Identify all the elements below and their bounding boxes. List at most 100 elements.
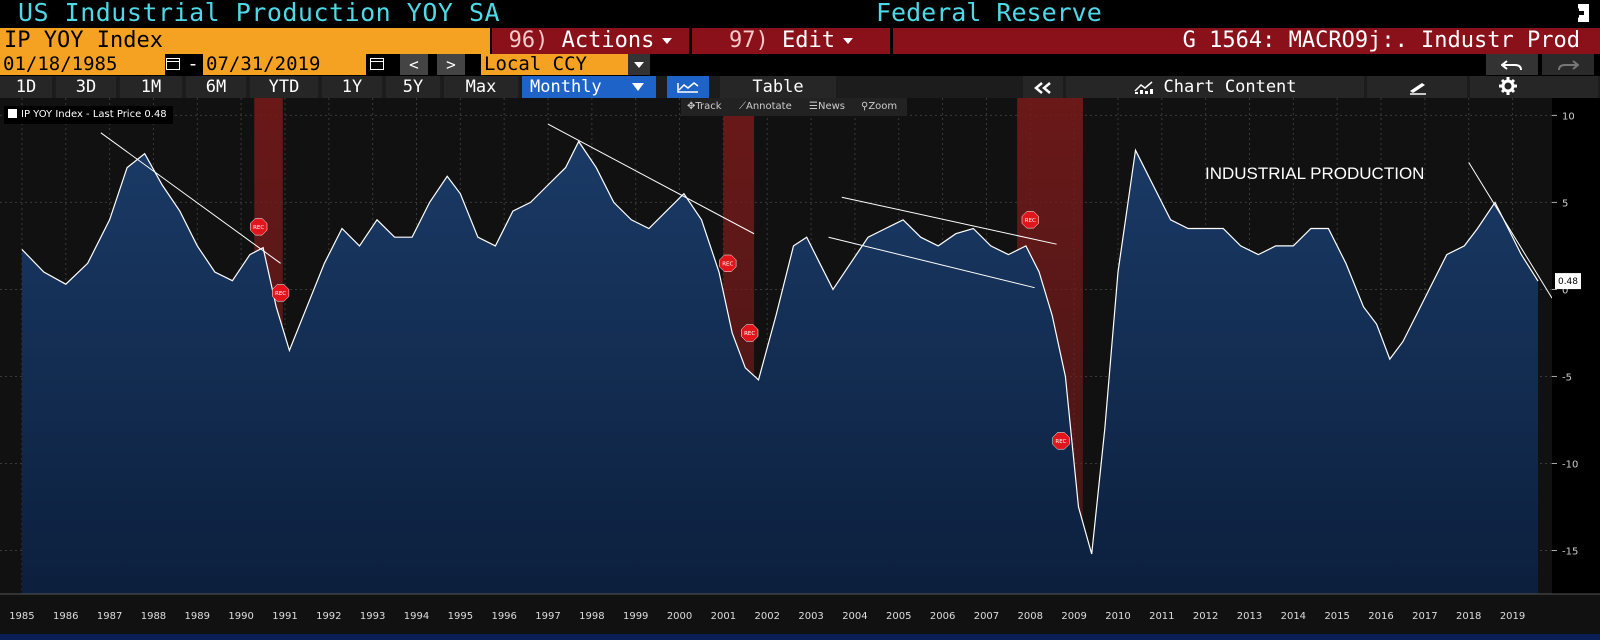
range-1m[interactable]: 1M xyxy=(120,76,182,98)
last-price-badge xyxy=(1555,273,1581,290)
chart-tools-bar: ✥ Track ⟋ Annotate ☰ News ⚲ Zoom xyxy=(681,98,907,116)
edit-number: 97) xyxy=(729,28,769,53)
annotate-label: Annotate xyxy=(746,101,792,112)
range-max[interactable]: Max xyxy=(444,76,518,98)
rec-marker[interactable]: REC xyxy=(741,324,759,342)
x-tick-label: 2019 xyxy=(1500,611,1525,622)
rec-marker-label: REC xyxy=(1025,218,1036,224)
range-3d[interactable]: 3D xyxy=(56,76,116,98)
x-tick-label: 2016 xyxy=(1368,611,1393,622)
trend-line[interactable] xyxy=(841,196,1057,245)
actions-menu-button[interactable]: 96) Actions xyxy=(492,28,689,54)
range-ytd[interactable]: YTD xyxy=(250,76,318,98)
x-tick-label: 2011 xyxy=(1149,611,1174,622)
end-date-field[interactable]: 07/31/2019 xyxy=(203,54,366,75)
track-tool[interactable]: ✥ Track xyxy=(687,98,722,116)
chevron-down-icon[interactable] xyxy=(628,54,650,75)
x-tick-label: 1987 xyxy=(97,611,122,622)
chevron-down-icon xyxy=(842,38,853,44)
rec-marker-label: REC xyxy=(744,331,755,337)
undo-button[interactable] xyxy=(1486,54,1538,75)
x-tick-label: 2014 xyxy=(1281,611,1306,622)
chart-content-button[interactable]: Chart Content xyxy=(1066,76,1364,98)
trend-line[interactable] xyxy=(828,236,1035,289)
prev-period-button[interactable]: < xyxy=(400,54,428,75)
x-tick-label: 1986 xyxy=(53,611,78,622)
legend-label: IP YOY Index - Last Price 0.48 xyxy=(21,109,167,120)
start-date-field[interactable]: 01/18/1985 xyxy=(0,54,165,75)
x-tick-label: 2010 xyxy=(1105,611,1130,622)
collapse-panel-button[interactable] xyxy=(1023,76,1063,98)
news-tool[interactable]: ☰ News xyxy=(809,98,845,116)
line-chart[interactable]: REC REC REC REC REC REC 10 5 0 -5 -10 -15 1985 1986… xyxy=(0,98,1600,634)
range-5y[interactable]: 5Y xyxy=(386,76,440,98)
x-tick-label: 2002 xyxy=(755,611,780,622)
x-tick-label: 2003 xyxy=(798,611,823,622)
chart-content-icon xyxy=(1134,81,1154,94)
date-range-bar: 01/18/1985 - 07/31/2019 < > Local CCY xyxy=(0,54,1600,75)
next-period-button[interactable]: > xyxy=(437,54,465,75)
chevron-down-icon xyxy=(632,83,644,91)
chevron-down-icon xyxy=(662,38,673,44)
x-tick-label: 1998 xyxy=(579,611,604,622)
chart-area[interactable]: REC REC REC REC REC REC 10 5 0 -5 -10 -15 1985 1986… xyxy=(0,98,1600,634)
currency-select[interactable]: Local CCY xyxy=(481,54,636,75)
range-1d[interactable]: 1D xyxy=(0,76,52,98)
calendar-icon[interactable] xyxy=(166,58,180,70)
x-tick-label: 2009 xyxy=(1061,611,1086,622)
last-price-label: 0.48 xyxy=(1558,277,1578,287)
table-view-button[interactable]: Table xyxy=(720,76,836,98)
trend-line[interactable] xyxy=(100,132,281,264)
rec-marker[interactable]: REC xyxy=(272,284,290,302)
edit-menu-button[interactable]: 97) Edit xyxy=(692,28,890,54)
range-6m[interactable]: 6M xyxy=(186,76,246,98)
trend-line[interactable] xyxy=(547,123,755,235)
x-tick-label: 2017 xyxy=(1412,611,1437,622)
range-1y[interactable]: 1Y xyxy=(322,76,382,98)
redo-button[interactable] xyxy=(1542,54,1594,75)
y-tick-label: 5 xyxy=(1562,198,1568,209)
x-tick-label: 1994 xyxy=(404,611,429,622)
ticker-input[interactable]: IP YOY Index xyxy=(0,28,490,54)
x-tick-label: 1999 xyxy=(623,611,648,622)
x-tick-label: 1985 xyxy=(9,611,34,622)
x-tick-label: 1992 xyxy=(316,611,341,622)
security-description: G 1564: MACRO9j:. Industr Prod xyxy=(893,28,1600,54)
rec-marker[interactable]: REC xyxy=(250,218,268,236)
exit-icon[interactable] xyxy=(1572,3,1590,23)
gear-icon xyxy=(1499,77,1517,95)
data-source: Federal Reserve xyxy=(876,0,1102,27)
x-tick-label: 2012 xyxy=(1193,611,1218,622)
line-chart-icon xyxy=(677,82,699,93)
edit-chart-button[interactable] xyxy=(1367,76,1467,98)
rec-marker[interactable]: REC xyxy=(1052,432,1070,450)
news-label: News xyxy=(817,101,845,112)
legend-swatch xyxy=(8,109,17,118)
x-tick-label: 1988 xyxy=(141,611,166,622)
rec-marker[interactable]: REC xyxy=(719,254,737,272)
x-tick-label: 2015 xyxy=(1324,611,1349,622)
chart-content-label: Chart Content xyxy=(1163,77,1297,97)
x-tick-label: 2006 xyxy=(930,611,955,622)
x-tick-label: 1990 xyxy=(228,611,253,622)
periodicity-select[interactable]: Monthly xyxy=(522,76,656,98)
calendar-icon[interactable] xyxy=(370,58,384,70)
track-label: Track xyxy=(695,101,722,112)
chart-legend: IP YOY Index - Last Price 0.48 xyxy=(4,106,173,124)
series-line xyxy=(21,140,1539,555)
rec-marker-label: REC xyxy=(1055,439,1066,445)
x-tick-label: 1991 xyxy=(272,611,297,622)
trend-line[interactable] xyxy=(1468,162,1553,299)
undo-icon xyxy=(1500,59,1522,70)
y-tick-label: -15 xyxy=(1562,546,1578,557)
annotate-tool[interactable]: ⟋ Annotate xyxy=(739,98,792,116)
x-tick-label: 2001 xyxy=(711,611,736,622)
line-chart-button[interactable] xyxy=(667,76,709,98)
rec-marker-label: REC xyxy=(275,291,286,297)
chart-settings-button[interactable] xyxy=(1470,76,1598,98)
rec-marker[interactable]: REC xyxy=(1021,211,1039,229)
zoom-label: Zoom xyxy=(868,101,898,112)
actions-number: 96) xyxy=(508,28,549,53)
zoom-tool[interactable]: ⚲ Zoom xyxy=(861,98,897,116)
x-tick-label: 1989 xyxy=(185,611,210,622)
